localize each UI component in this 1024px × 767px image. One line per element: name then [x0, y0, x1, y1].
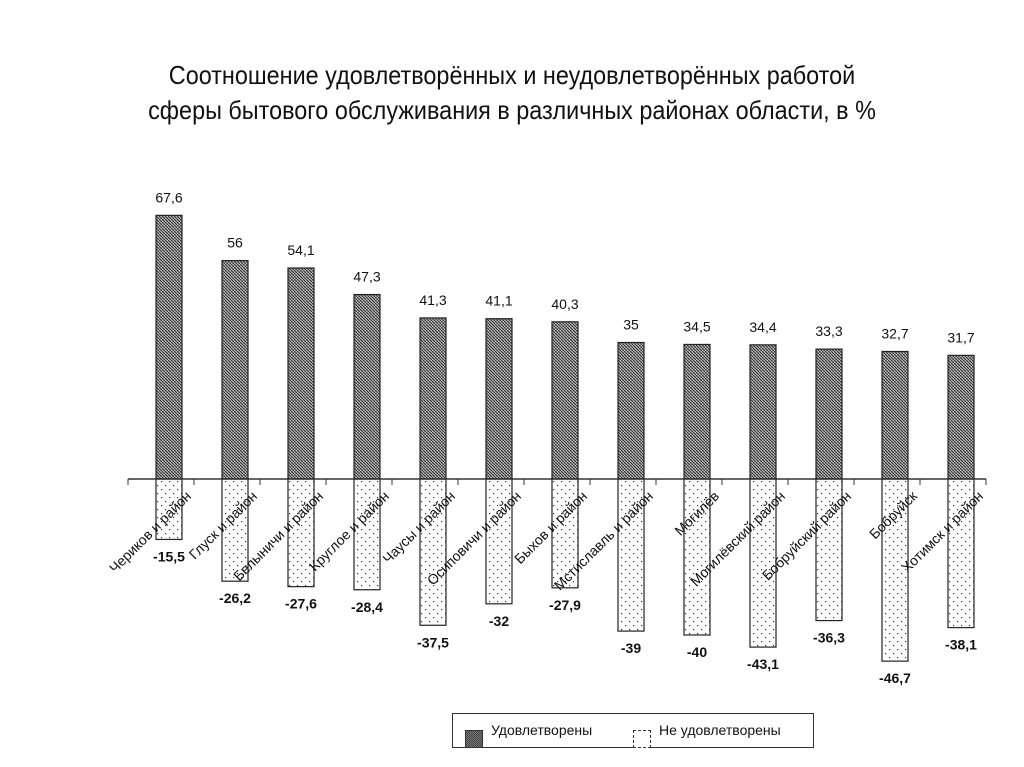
value-label-unsatisfied: -15,5	[153, 548, 185, 564]
bar-satisfied	[617, 341, 645, 480]
bar-unsatisfied	[815, 478, 843, 622]
value-labels-unsatisfied: -15,5 -26,2 -27,6 -28,4 -37,5 -32 -27,9 -39 -40 -…	[153, 548, 977, 686]
value-label-unsatisfied: -27,9	[549, 597, 581, 613]
value-label-unsatisfied: -32	[489, 613, 509, 629]
chart-title: Соотношение удовлетворённых и неудовлетв…	[51, 58, 973, 128]
bar-satisfied	[683, 343, 711, 480]
bar-unsatisfied	[551, 478, 579, 589]
value-label-satisfied: 47,3	[353, 269, 380, 285]
bar-unsatisfied	[221, 478, 249, 582]
value-labels-satisfied: 67,6 56 54,1 47,3 41,3 41,1 40,3 35 34,5 34,4 33,3…	[155, 189, 974, 345]
value-label-satisfied: 33,3	[815, 323, 842, 339]
legend-label-unsatisfied: Не удовлетворены	[659, 722, 781, 738]
bar-satisfied	[749, 344, 777, 480]
bar-satisfied	[947, 354, 975, 480]
legend-item-unsatisfied: Не удовлетворены	[633, 722, 781, 748]
value-label-satisfied: 40,3	[551, 296, 578, 312]
value-label-unsatisfied: -36,3	[813, 630, 845, 646]
legend: Удовлетворены Не удовлетворены	[452, 713, 814, 748]
value-label-satisfied: 67,6	[155, 189, 182, 205]
value-label-satisfied: 41,1	[485, 293, 512, 309]
bar-unsatisfied	[749, 478, 777, 648]
bar-satisfied	[353, 293, 381, 480]
value-label-satisfied: 35	[623, 317, 639, 333]
value-label-unsatisfied: -37,5	[417, 634, 449, 650]
legend-swatch-satisfied	[465, 730, 483, 748]
value-label-unsatisfied: -39	[621, 640, 641, 656]
legend-swatch-unsatisfied	[633, 730, 651, 748]
legend-item-satisfied: Удовлетворены	[465, 722, 592, 748]
value-label-satisfied: 41,3	[419, 292, 446, 308]
bar-unsatisfied	[287, 478, 315, 588]
bar-unsatisfied	[485, 478, 513, 605]
bar-satisfied	[881, 350, 909, 480]
value-label-unsatisfied: -27,6	[285, 596, 317, 612]
value-label-unsatisfied: -43,1	[747, 656, 779, 672]
value-label-unsatisfied: -26,2	[219, 590, 251, 606]
bar-satisfied	[155, 214, 183, 480]
x-axis	[127, 478, 987, 485]
chart-title-line-1: Соотношение удовлетворённых и неудовлетв…	[168, 60, 856, 90]
bar-unsatisfied	[947, 478, 975, 629]
bar-satisfied	[485, 318, 513, 480]
value-label-unsatisfied: -40	[687, 644, 707, 660]
value-label-satisfied: 34,5	[683, 318, 710, 334]
series-satisfied	[155, 214, 975, 480]
legend-label-satisfied: Удовлетворены	[491, 722, 593, 738]
value-label-satisfied: 34,4	[749, 319, 776, 335]
bar-satisfied	[287, 267, 315, 480]
value-label-unsatisfied: -28,4	[351, 599, 383, 615]
value-label-satisfied: 31,7	[947, 329, 974, 345]
bar-unsatisfied	[617, 478, 645, 632]
bar-unsatisfied	[419, 478, 447, 626]
value-label-satisfied: 32,7	[881, 325, 908, 341]
bar-satisfied	[815, 348, 843, 480]
bar-satisfied	[551, 321, 579, 480]
chart-title-line-2: сферы бытового обслуживания в различных …	[148, 95, 876, 125]
value-label-satisfied: 56	[227, 235, 243, 251]
value-label-satisfied: 54,1	[287, 242, 314, 258]
bar-satisfied	[221, 260, 249, 480]
value-label-unsatisfied: -38,1	[945, 637, 977, 653]
value-label-unsatisfied: -46,7	[879, 670, 911, 686]
bar-satisfied	[419, 317, 447, 480]
